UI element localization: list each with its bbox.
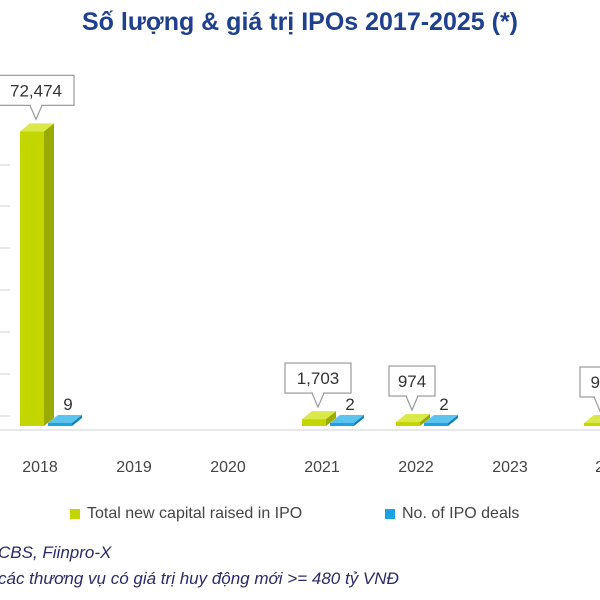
data-label: 974 <box>398 372 426 391</box>
bar-deals-2018 <box>48 415 82 426</box>
deals-label-2021: 2 <box>345 395 354 414</box>
data-label: 72,474 <box>10 81 62 100</box>
data-label: 90 <box>591 373 600 392</box>
legend-swatch-deals <box>385 509 395 519</box>
x-tick-label: 2020 <box>210 459 246 476</box>
legend: Total new capital raised in IPO No. of I… <box>0 505 600 529</box>
legend-swatch-capital <box>70 509 80 519</box>
x-tick-label: 2021 <box>304 459 340 476</box>
chart-title: Số lượng & giá trị IPOs 2017-2025 (*) <box>81 8 518 36</box>
x-tick-label: 2023 <box>492 459 528 476</box>
callout-capital-2022: 974 <box>388 365 436 412</box>
legend-label-deals: No. of IPO deals <box>402 505 520 522</box>
bar-capital-2021 <box>302 411 336 426</box>
bar-deals-2022 <box>424 415 458 426</box>
deals-label-2018: 9 <box>63 395 72 414</box>
x-tick-label: 2018 <box>22 459 58 476</box>
callout-capital-2018: 72,474 <box>0 74 75 121</box>
bar-capital-2018 <box>20 123 54 427</box>
source-note: CBS, Fiinpro-X <box>0 543 112 562</box>
legend-item-deals: No. of IPO deals <box>385 505 519 523</box>
bar-deals-2021 <box>330 415 364 426</box>
bar-capital-2022 <box>396 414 430 426</box>
bar-capital-20 <box>584 415 600 426</box>
data-label: 1,703 <box>297 369 340 388</box>
legend-label-capital: Total new capital raised in IPO <box>87 505 303 522</box>
callout-capital-2021: 1,703 <box>284 362 352 409</box>
x-tick-label: 20 <box>595 459 600 476</box>
footnote: các thương vụ có giá trị huy động mới >=… <box>0 569 399 588</box>
x-tick-label: 2019 <box>116 459 152 476</box>
deals-label-2022: 2 <box>439 395 448 414</box>
callout-capital-20: 90 <box>579 366 600 413</box>
x-tick-label: 2022 <box>398 459 434 476</box>
legend-item-capital: Total new capital raised in IPO <box>70 505 302 523</box>
